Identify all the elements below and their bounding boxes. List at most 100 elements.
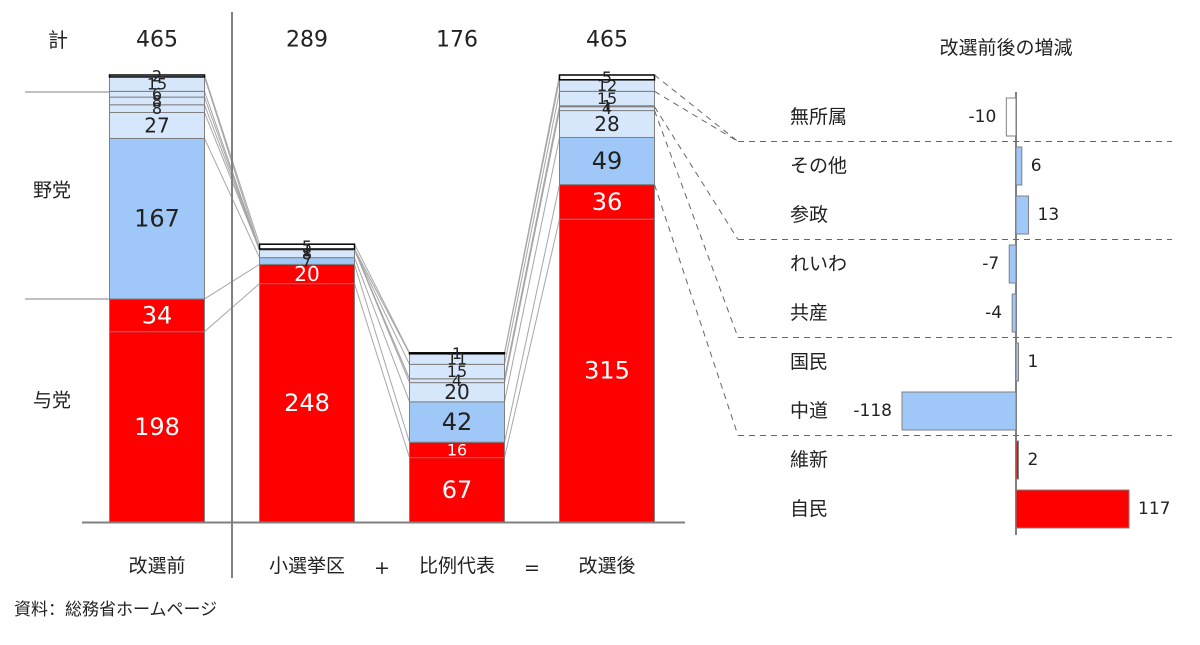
bar-value-label: 8 — [152, 91, 162, 110]
change-row-label: その他 — [790, 155, 847, 177]
change-row-label: れいわ — [790, 253, 847, 275]
bar-segment — [559, 110, 655, 138]
bar-value-label: 5 — [302, 237, 312, 256]
change-row-label: 維新 — [790, 449, 828, 471]
bar-value-label: 198 — [134, 413, 180, 441]
bar-segment — [258, 243, 356, 250]
change-bar — [901, 391, 1017, 431]
lead-line — [654, 90, 739, 142]
bar-value-label: 20 — [294, 262, 319, 286]
lead-line — [654, 74, 739, 142]
change-bar — [1015, 146, 1023, 186]
source-note: 資料：総務省ホームページ — [14, 600, 217, 620]
category-label: 改選前 — [128, 555, 185, 577]
bar-value-label: 2 — [152, 66, 162, 85]
bar-segment — [259, 283, 355, 523]
bar-value-label: 20 — [444, 380, 469, 404]
connector-line — [354, 248, 410, 355]
change-bar — [1015, 195, 1030, 235]
bar-value-label: 12 — [597, 76, 617, 95]
bar-value-label: 5 — [602, 68, 612, 87]
change-bar — [1011, 293, 1017, 333]
bar-value-label: 1 — [452, 344, 462, 363]
bar-segment — [109, 331, 205, 523]
category-label: 改選後 — [578, 555, 635, 577]
bar-value-label: 15 — [447, 362, 467, 381]
chart-labels: 1983416727886152248207815671642204151113… — [14, 28, 636, 621]
total-value: 176 — [436, 28, 478, 53]
change-bar — [1015, 342, 1019, 382]
change-panel-title: 改選前後の増減 — [939, 37, 1072, 59]
change-bar — [1005, 97, 1017, 137]
bar-value-label: 1 — [302, 240, 312, 259]
bar-value-label: 248 — [284, 389, 330, 417]
change-row-label: 共産 — [790, 302, 828, 324]
bar-value-label: 36 — [592, 188, 623, 216]
bar-value-label: 7 — [302, 252, 312, 271]
totals-label: 計 — [48, 28, 68, 52]
bar-value-label: 16 — [447, 440, 467, 459]
connector-line — [354, 264, 410, 443]
bar-segment — [559, 136, 655, 186]
change-value-label: -4 — [985, 303, 1002, 323]
connector-line — [354, 283, 410, 458]
category-label: 小選挙区 — [269, 555, 345, 577]
bar-value-label: 42 — [442, 408, 473, 436]
bar-value-label: 167 — [134, 205, 180, 233]
group-label-ruling: 与党 — [33, 389, 71, 411]
bar-value-label: 6 — [152, 85, 162, 104]
change-value-label: 1 — [1028, 352, 1039, 372]
equals-operator: = — [524, 557, 540, 579]
connector-line — [354, 249, 410, 379]
bar-value-label: 67 — [442, 476, 473, 504]
bar-segment — [109, 111, 205, 139]
change-row-label: 国民 — [790, 351, 828, 373]
connector-line — [504, 91, 560, 365]
bar-segment — [409, 457, 505, 523]
bar-value-label: 27 — [144, 113, 169, 137]
lead-line — [654, 184, 739, 436]
lead-line — [654, 110, 739, 338]
bar-segment — [109, 137, 205, 300]
total-value: 465 — [586, 28, 628, 53]
bar-value-label: 1 — [602, 97, 612, 116]
lead-line — [654, 106, 739, 240]
axes — [25, 12, 685, 578]
change-value-label: 2 — [1028, 450, 1039, 470]
connector-line — [504, 110, 560, 383]
change-row-label: 自民 — [790, 498, 828, 520]
change-value-label: -118 — [853, 401, 892, 421]
connector-line — [354, 257, 410, 403]
bar-value-label: 15 — [597, 89, 617, 108]
connector-line — [354, 249, 410, 365]
bar-value-label: 11 — [447, 350, 467, 369]
change-row-label: 無所属 — [790, 106, 847, 128]
bar-value-label: 8 — [302, 244, 312, 263]
bar-segment — [109, 298, 205, 333]
change-bar — [1015, 489, 1130, 529]
change-value-label: 6 — [1031, 156, 1042, 176]
change-value-label: 117 — [1138, 499, 1170, 519]
connector-line — [504, 105, 560, 379]
connector-line — [504, 137, 560, 402]
bar-value-label: 15 — [147, 75, 167, 94]
connector-line — [504, 184, 560, 443]
change-bar — [1015, 440, 1019, 480]
connector-line — [504, 74, 560, 353]
bar-segment — [409, 401, 505, 443]
total-value: 289 — [286, 28, 328, 53]
change-row-label: 中道 — [790, 400, 828, 422]
stacked-bars — [108, 74, 656, 523]
connector-lines — [204, 74, 560, 458]
bar-value-label: 4 — [452, 371, 462, 390]
plus-operator: + — [374, 557, 390, 579]
bar-value-label: 315 — [584, 357, 630, 385]
connector-line — [354, 243, 410, 354]
category-label: 比例代表 — [419, 555, 495, 577]
change-row-label: 参政 — [790, 204, 828, 226]
change-value-label: 13 — [1038, 205, 1060, 225]
bar-value-label: 34 — [142, 301, 173, 329]
group-label-opposition: 野党 — [33, 179, 71, 201]
